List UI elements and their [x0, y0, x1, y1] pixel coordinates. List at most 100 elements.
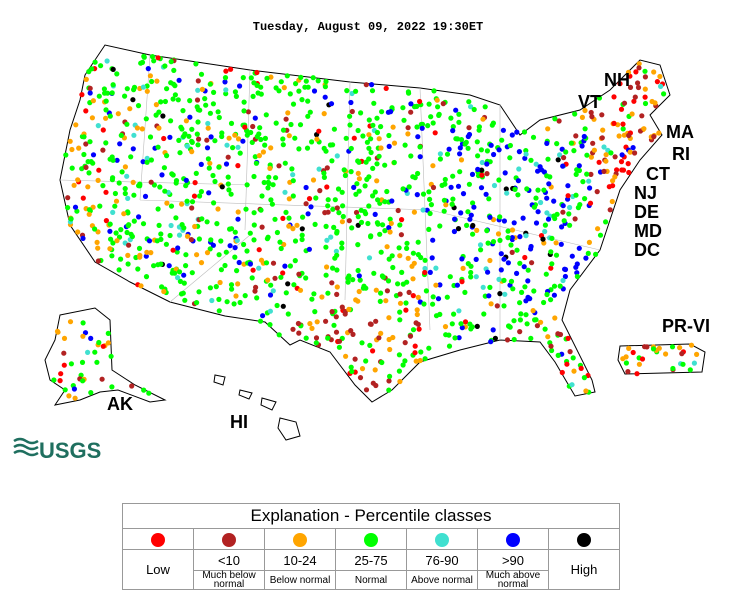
- site-dot: [276, 163, 282, 169]
- site-dot: [663, 351, 669, 357]
- site-dot: [417, 154, 423, 160]
- site-dot: [430, 163, 436, 169]
- site-dot: [216, 252, 222, 258]
- site-dot: [331, 224, 337, 230]
- site-dot: [293, 81, 299, 87]
- site-dot: [217, 279, 223, 286]
- site-dot: [552, 116, 558, 122]
- site-dot: [473, 274, 479, 280]
- site-dot: [181, 225, 187, 231]
- site-dot: [366, 117, 372, 123]
- site-dot: [110, 175, 116, 181]
- site-dot: [446, 332, 452, 338]
- site-dot: [603, 152, 609, 158]
- legend-swatch: [151, 532, 165, 547]
- site-dot: [89, 66, 95, 72]
- site-dot: [416, 326, 422, 332]
- site-dot: [582, 126, 588, 132]
- state-label: MA: [666, 122, 694, 142]
- site-dot: [351, 135, 357, 141]
- site-dot: [262, 135, 268, 141]
- site-dot: [492, 335, 498, 341]
- site-dot: [405, 255, 411, 261]
- site-dot: [486, 293, 492, 299]
- site-dot: [516, 149, 523, 155]
- site-dot: [313, 340, 319, 346]
- site-dot: [626, 132, 632, 139]
- site-dot: [321, 111, 327, 117]
- site-dot: [459, 256, 465, 262]
- site-dot: [242, 293, 248, 299]
- site-dot: [387, 346, 393, 353]
- site-dot: [170, 247, 176, 253]
- site-dot: [124, 121, 130, 127]
- site-dot: [411, 209, 417, 215]
- site-dot: [462, 319, 469, 325]
- site-dot: [502, 170, 508, 176]
- site-dot: [193, 170, 199, 176]
- site-dot: [336, 344, 342, 350]
- site-dot: [360, 133, 366, 139]
- site-dot: [576, 245, 582, 251]
- site-dot: [651, 69, 657, 75]
- site-dot: [612, 154, 618, 160]
- site-dot: [195, 119, 201, 125]
- site-dot: [551, 213, 557, 219]
- site-dot: [582, 107, 588, 114]
- site-dot: [89, 115, 95, 121]
- site-dot: [227, 243, 233, 249]
- site-dot: [207, 110, 213, 116]
- site-dot: [96, 93, 102, 99]
- site-dot: [276, 332, 282, 338]
- site-dot: [216, 296, 222, 302]
- site-dot: [280, 127, 287, 133]
- map: NH VT MA RI CT NJ DE MD DC AK HI PR-VI U…: [13, 44, 710, 463]
- hawaii: [213, 374, 301, 441]
- site-dot: [164, 153, 170, 159]
- site-dot: [549, 347, 555, 354]
- site-dot: [229, 286, 235, 292]
- site-dot: [144, 159, 150, 165]
- site-dot: [617, 81, 623, 87]
- site-dot: [657, 73, 663, 80]
- site-dot: [208, 237, 214, 243]
- site-dot: [510, 286, 516, 292]
- site-dot: [636, 65, 642, 71]
- site-dot: [496, 147, 502, 153]
- site-dot: [175, 97, 181, 103]
- site-dot: [478, 185, 485, 191]
- state-label: DC: [634, 240, 660, 260]
- site-dot: [501, 256, 507, 262]
- site-dot: [290, 178, 296, 184]
- site-dot: [458, 137, 465, 143]
- site-dot: [433, 265, 439, 271]
- site-dot: [189, 126, 195, 132]
- site-dot: [303, 201, 309, 207]
- site-dot: [436, 112, 442, 118]
- site-dot: [508, 278, 515, 284]
- site-dot: [634, 371, 640, 377]
- site-dot: [226, 135, 232, 141]
- site-dot: [608, 150, 614, 156]
- site-dot: [355, 242, 361, 248]
- site-dot: [277, 239, 283, 245]
- site-dot: [618, 106, 625, 112]
- site-dot: [214, 221, 220, 227]
- site-dot: [591, 147, 598, 153]
- site-dot: [474, 139, 480, 145]
- site-dot: [586, 239, 593, 245]
- site-dot: [658, 83, 664, 89]
- site-dot: [205, 156, 211, 162]
- site-dot: [71, 386, 77, 392]
- site-dot: [249, 139, 255, 145]
- site-dot: [285, 281, 291, 287]
- site-dot: [584, 152, 590, 158]
- site-dot: [95, 177, 101, 183]
- site-dot: [631, 98, 637, 104]
- site-dot: [571, 148, 577, 154]
- site-dot: [694, 351, 700, 357]
- site-dot: [600, 127, 606, 133]
- site-dot: [118, 132, 124, 138]
- site-dot: [441, 208, 447, 214]
- site-dot: [451, 228, 457, 235]
